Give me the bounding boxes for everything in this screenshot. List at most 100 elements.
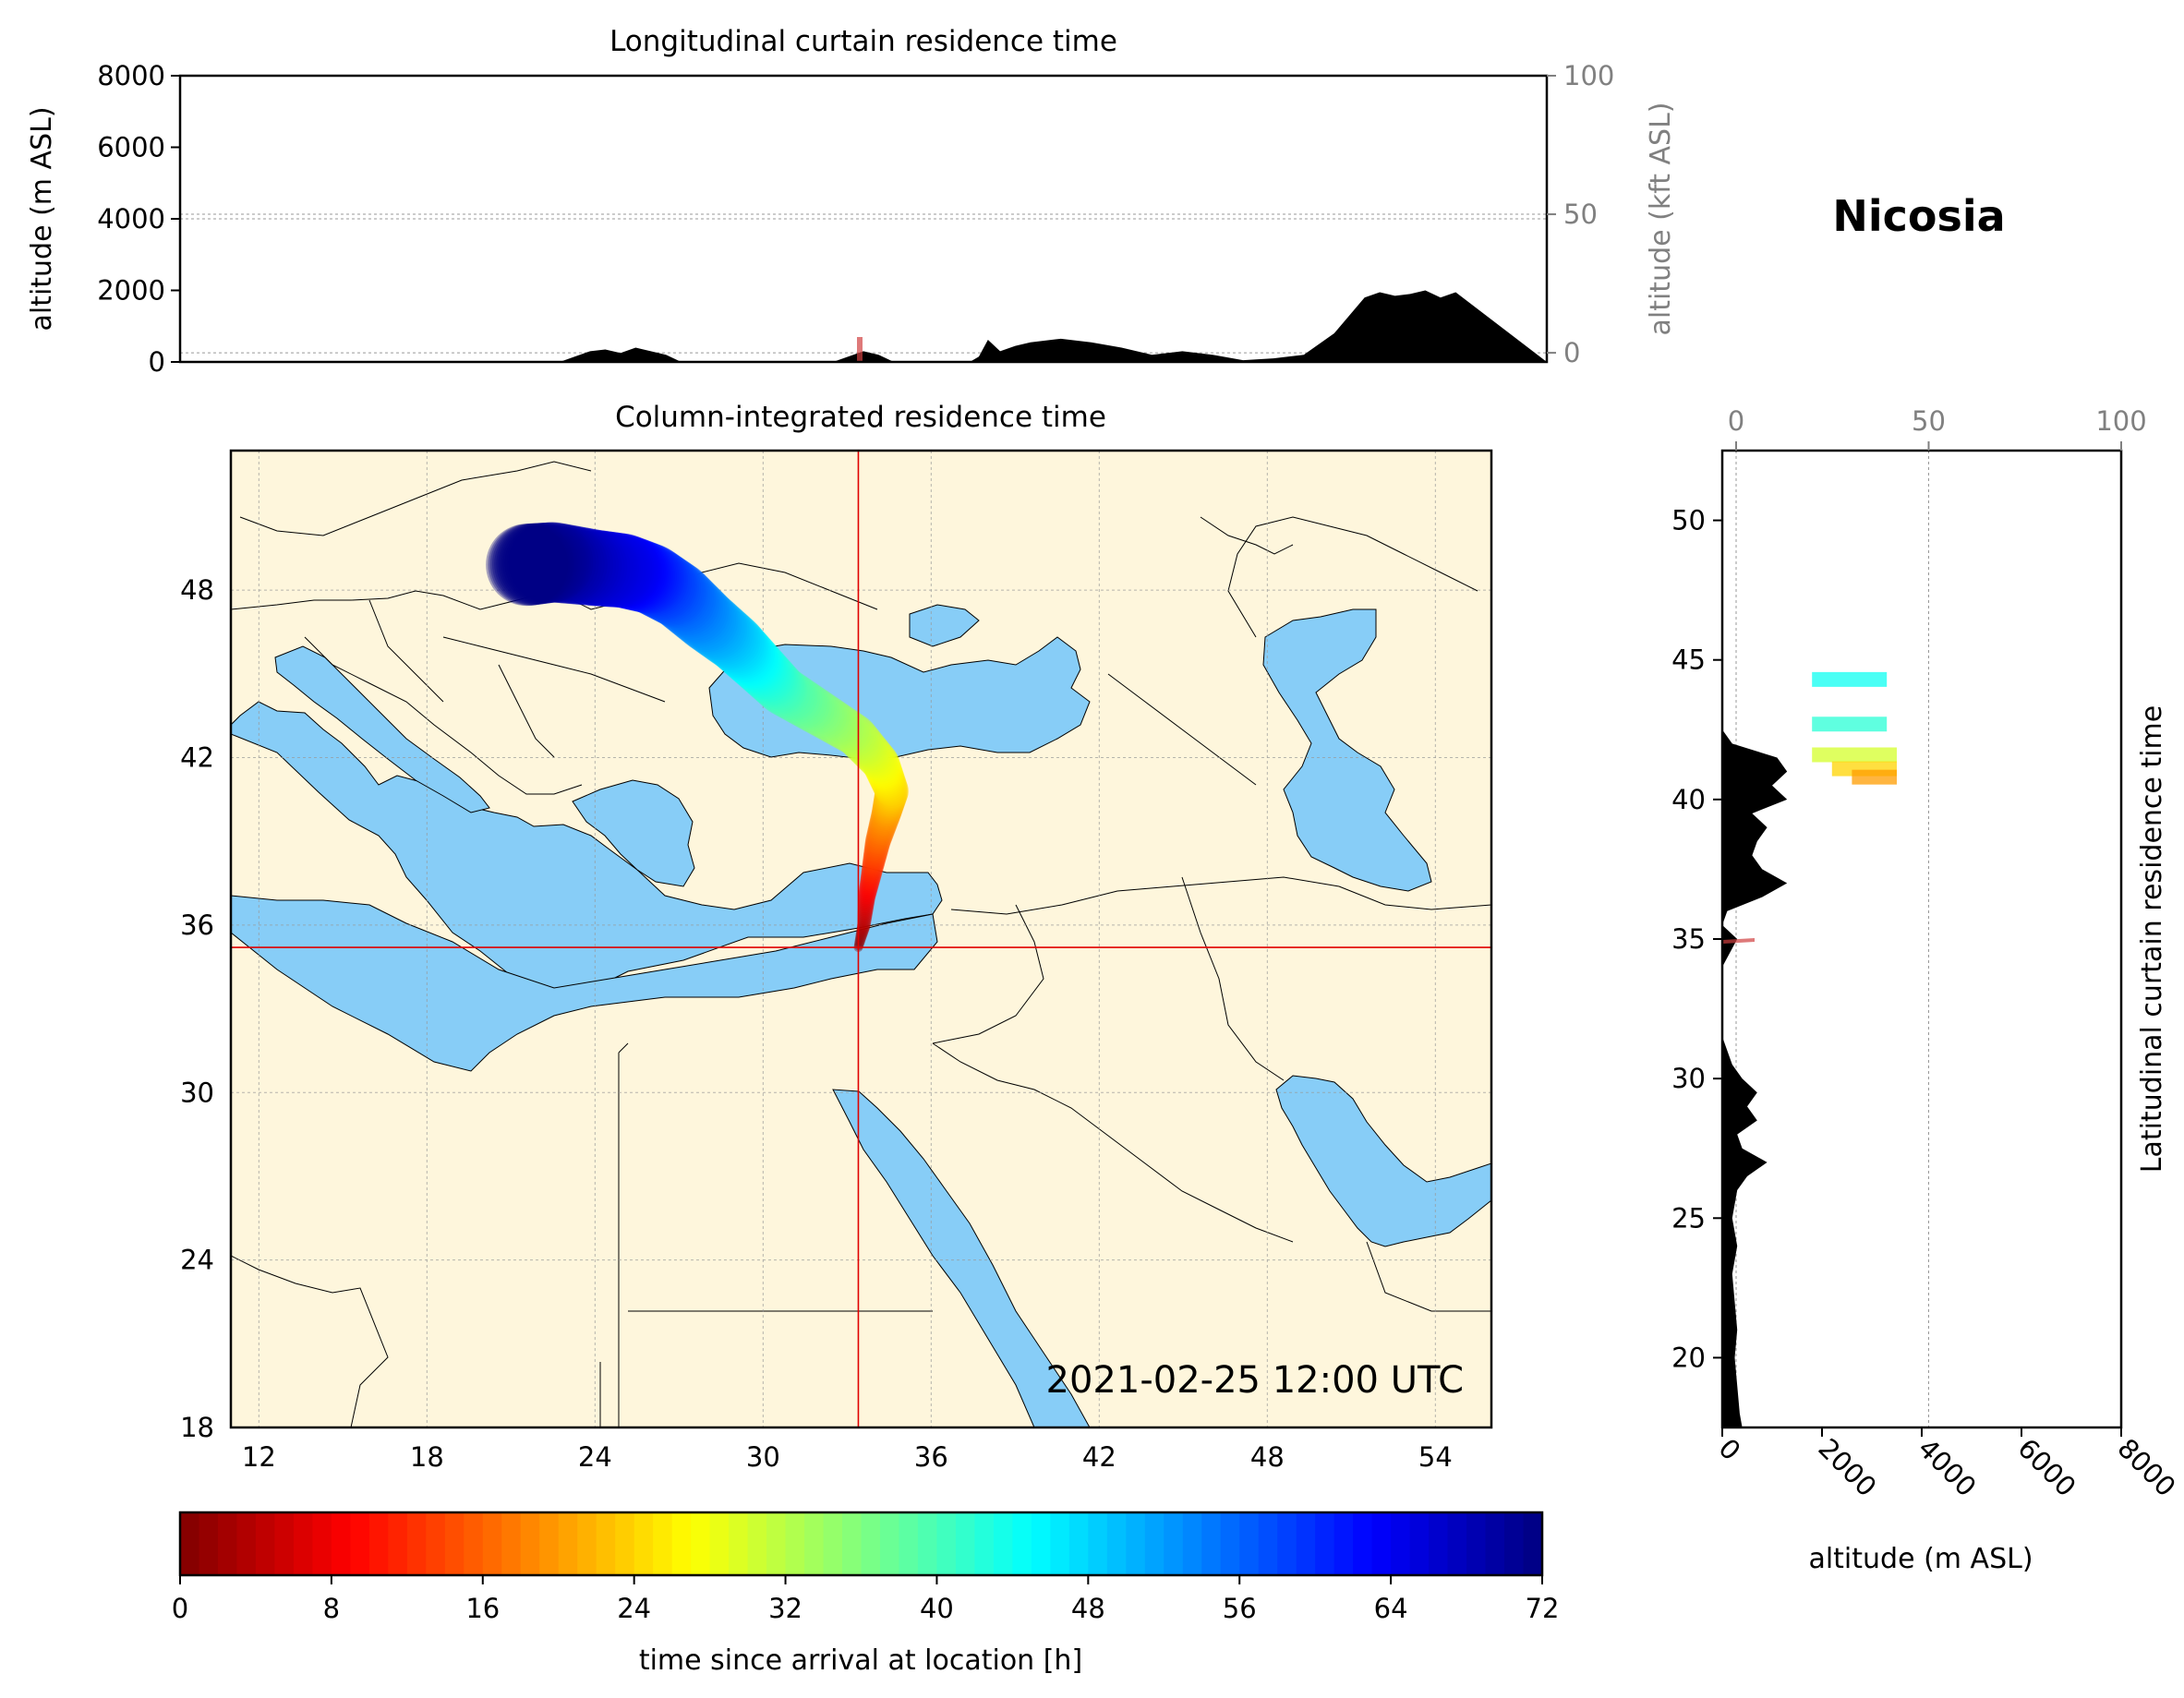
colorbar-step bbox=[482, 1512, 502, 1575]
right-x-tick-label: 4000 bbox=[1912, 1432, 1982, 1502]
plume-mark bbox=[834, 714, 877, 756]
colorbar-step bbox=[274, 1512, 295, 1575]
right-top-tick-label: 50 bbox=[1912, 405, 1946, 437]
colorbar-step bbox=[1182, 1512, 1202, 1575]
plume-mark bbox=[813, 700, 857, 745]
top-right-tick-label: 100 bbox=[1563, 60, 1614, 91]
colorbar-step bbox=[823, 1512, 843, 1575]
plume-mark bbox=[782, 680, 830, 729]
plume-mark bbox=[634, 556, 704, 624]
map-x-tick-label: 18 bbox=[410, 1441, 444, 1473]
plume-mark bbox=[587, 534, 662, 608]
top-panel-title: Longitudinal curtain residence time bbox=[609, 25, 1117, 58]
colorbar-steps bbox=[180, 1512, 1543, 1575]
colorbar-step bbox=[1447, 1512, 1467, 1575]
plume-mark bbox=[544, 527, 622, 606]
plume-mark bbox=[851, 733, 892, 773]
colorbar-step bbox=[1088, 1512, 1108, 1575]
plume-mark bbox=[709, 617, 767, 676]
colorbar-step bbox=[331, 1512, 351, 1575]
plume-mark bbox=[862, 851, 886, 875]
plume-mark bbox=[486, 524, 569, 607]
plume-mark bbox=[857, 895, 875, 912]
right-y-tick-label: 45 bbox=[1671, 644, 1706, 676]
colorbar-step bbox=[1466, 1512, 1487, 1575]
plume-mark bbox=[862, 858, 884, 881]
plume-mark bbox=[859, 877, 878, 897]
plume-mark bbox=[863, 838, 888, 864]
plume-mark bbox=[860, 871, 880, 892]
plume-mark bbox=[684, 596, 746, 658]
plume-mark bbox=[836, 717, 878, 758]
colorbar-frame bbox=[178, 1511, 1544, 1577]
map-y-axis: 18 24 30 36 42 48 bbox=[180, 574, 214, 1443]
plume-mark bbox=[864, 835, 889, 861]
plume-mark bbox=[856, 921, 870, 935]
plume-mark bbox=[863, 843, 887, 868]
plume-mark bbox=[788, 684, 835, 732]
plume-mark bbox=[650, 566, 717, 632]
plume-mark bbox=[513, 522, 594, 603]
plume-mark bbox=[858, 740, 897, 778]
mediterranean-south bbox=[231, 895, 938, 1072]
plume-mark bbox=[701, 610, 761, 669]
top-panel-left-axis: 0 2000 4000 6000 8000 bbox=[97, 60, 180, 378]
plume-mark bbox=[865, 753, 902, 789]
plume-mark bbox=[553, 529, 631, 606]
plume-mark bbox=[715, 622, 772, 680]
plume-mark bbox=[796, 690, 842, 736]
plume-mark bbox=[571, 531, 647, 608]
map-panel-title: Column-integrated residence time bbox=[615, 401, 1106, 434]
colorbar-step bbox=[236, 1512, 257, 1575]
colorbar-step bbox=[936, 1512, 957, 1575]
plume-mark bbox=[725, 632, 780, 689]
plume-mark bbox=[535, 525, 613, 605]
plume-mark bbox=[864, 830, 890, 857]
right-y-tick-label: 50 bbox=[1671, 505, 1706, 536]
plume-mark bbox=[863, 849, 886, 873]
plume-mark bbox=[864, 833, 890, 859]
colorbar-step bbox=[350, 1512, 370, 1575]
plume-mark bbox=[817, 704, 863, 748]
plume-mark bbox=[873, 788, 905, 820]
plume-mark bbox=[802, 693, 848, 740]
plume-mark bbox=[868, 811, 897, 839]
plume-mark bbox=[584, 533, 658, 608]
right-plume-band bbox=[1812, 671, 1888, 687]
map-x-axis: 12 18 24 30 36 42 48 54 bbox=[242, 1441, 1453, 1473]
colorbar-tick-label: 0 bbox=[172, 1593, 188, 1624]
plume-mark bbox=[859, 879, 878, 899]
colorbar-step bbox=[955, 1512, 975, 1575]
plume-mark bbox=[719, 628, 777, 684]
colorbar-step bbox=[1504, 1512, 1525, 1575]
plume-mark bbox=[771, 674, 820, 723]
plume-mark bbox=[624, 548, 694, 619]
plume-mark bbox=[491, 523, 574, 606]
plume-mark bbox=[870, 804, 899, 834]
plume-mark bbox=[537, 526, 617, 605]
plume-mark bbox=[859, 875, 879, 896]
right-top-tick-label: 0 bbox=[1728, 405, 1744, 437]
plume-mark bbox=[857, 897, 875, 914]
plume-mark bbox=[605, 540, 677, 612]
colorbar-step bbox=[426, 1512, 446, 1575]
plume-mark bbox=[522, 524, 602, 604]
top-panel-right-axis: 0 50 100 bbox=[1547, 60, 1614, 368]
plume-mark bbox=[860, 867, 881, 888]
plume-mark bbox=[508, 522, 590, 604]
plume-mark bbox=[868, 813, 897, 841]
colorbar-step bbox=[1239, 1512, 1260, 1575]
colorbar-step bbox=[1277, 1512, 1297, 1575]
plume-mark bbox=[607, 540, 679, 613]
plume-mark bbox=[858, 888, 875, 907]
colorbar-step bbox=[653, 1512, 673, 1575]
colorbar-step bbox=[1315, 1512, 1335, 1575]
plume-mark bbox=[531, 524, 610, 605]
plume-mark bbox=[823, 707, 867, 751]
plume-mark bbox=[857, 920, 871, 933]
map-gridlines bbox=[231, 451, 1491, 1427]
plume-mark bbox=[871, 798, 901, 828]
plume-mark bbox=[590, 535, 664, 609]
plume-mark bbox=[718, 626, 775, 682]
colorbar-step bbox=[596, 1512, 616, 1575]
